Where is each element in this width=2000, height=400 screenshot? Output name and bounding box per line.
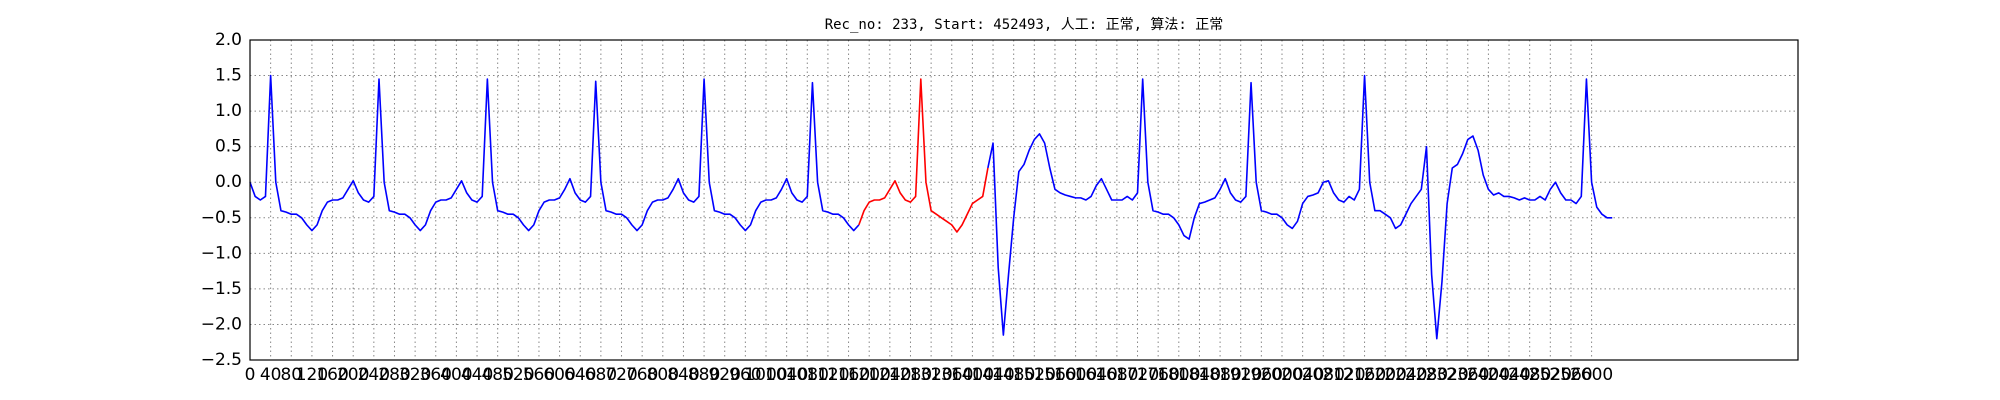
x-tick-label: 1920 bbox=[1219, 365, 1262, 385]
x-tick-label: 1240 bbox=[868, 365, 911, 385]
x-tick-label: 1320 bbox=[909, 365, 952, 385]
x-tick-label: 1640 bbox=[1075, 365, 1118, 385]
x-tick-label: 2360 bbox=[1446, 365, 1489, 385]
x-tick-label: 1960 bbox=[1240, 365, 1283, 385]
x-tick-label: 320 bbox=[399, 365, 431, 385]
x-tick-label: 240 bbox=[358, 365, 390, 385]
x-tick-label: 2280 bbox=[1405, 365, 1448, 385]
x-tick-label: 560 bbox=[523, 365, 555, 385]
x-tick-label: 1840 bbox=[1178, 365, 1221, 385]
x-tick-label: 280 bbox=[378, 365, 410, 385]
x-tick-label: 1880 bbox=[1198, 365, 1241, 385]
x-tick-label: 480 bbox=[481, 365, 513, 385]
series-line bbox=[249, 74, 1613, 340]
x-tick-label: 760 bbox=[626, 365, 658, 385]
x-tick-label: 1400 bbox=[951, 365, 994, 385]
x-tick-label: 2200 bbox=[1364, 365, 1407, 385]
chart-title: Rec_no: 233, Start: 452493, 人工: 正常, 算法: … bbox=[825, 17, 1224, 33]
x-tick-label: 2400 bbox=[1467, 365, 1510, 385]
x-tick-label: 0 bbox=[245, 365, 256, 385]
x-tick-label: 2080 bbox=[1302, 365, 1345, 385]
y-tick-label: −2.0 bbox=[201, 314, 242, 334]
x-tick-label: 1680 bbox=[1095, 365, 1138, 385]
x-tick-label: 1040 bbox=[765, 365, 808, 385]
series-line bbox=[858, 78, 989, 233]
x-tick-label: 840 bbox=[667, 365, 699, 385]
x-tick-label: 720 bbox=[605, 365, 637, 385]
x-tick-label: 1000 bbox=[744, 365, 787, 385]
x-tick-label: 1120 bbox=[806, 365, 849, 385]
x-tick-label: 1200 bbox=[848, 365, 891, 385]
x-tick-label: 800 bbox=[647, 365, 679, 385]
x-tick-label: 2040 bbox=[1281, 365, 1324, 385]
x-tick-label: 40 bbox=[260, 365, 282, 385]
x-tick-label: 2120 bbox=[1322, 365, 1365, 385]
x-tick-label: 2000 bbox=[1260, 365, 1303, 385]
plot-frame bbox=[249, 39, 1799, 361]
x-tick-label: 400 bbox=[440, 365, 472, 385]
x-tick-label: 1520 bbox=[1013, 365, 1056, 385]
y-tick-label: −1.5 bbox=[201, 279, 242, 299]
x-tick-label: 160 bbox=[316, 365, 348, 385]
y-tick-label: 0.5 bbox=[215, 137, 242, 157]
x-tick-label: 1080 bbox=[786, 365, 829, 385]
y-tick-label: −2.5 bbox=[201, 350, 242, 370]
x-tick-label: 2440 bbox=[1487, 365, 1530, 385]
x-tick-label: 640 bbox=[564, 365, 596, 385]
y-tick-label: 0.0 bbox=[215, 172, 242, 192]
x-tick-label: 440 bbox=[461, 365, 493, 385]
x-tick-label: 1160 bbox=[827, 365, 870, 385]
x-tick-label: 1280 bbox=[889, 365, 932, 385]
x-tick-label: 680 bbox=[585, 365, 617, 385]
x-tick-label: 2480 bbox=[1508, 365, 1551, 385]
x-tick-label: 600 bbox=[543, 365, 575, 385]
x-tick-label: 2160 bbox=[1343, 365, 1386, 385]
x-tick-label: 2320 bbox=[1425, 365, 1468, 385]
x-tick-label: 960 bbox=[729, 365, 761, 385]
x-tick-label: 920 bbox=[708, 365, 740, 385]
y-tick-label: −0.5 bbox=[201, 208, 242, 228]
y-tick-label: 1.5 bbox=[215, 66, 242, 86]
x-tick-label: 1560 bbox=[1033, 365, 1076, 385]
x-tick-label: 2520 bbox=[1529, 365, 1572, 385]
x-tick-label: 880 bbox=[688, 365, 720, 385]
x-tick-label: 360 bbox=[420, 365, 452, 385]
x-tick-label: 1800 bbox=[1157, 365, 1200, 385]
x-tick-label: 2560 bbox=[1549, 365, 1592, 385]
x-tick-label: 1360 bbox=[930, 365, 973, 385]
y-tick-label: 2.0 bbox=[215, 30, 242, 50]
x-tick-label: 80 bbox=[280, 365, 302, 385]
x-tick-label: 1480 bbox=[992, 365, 1035, 385]
x-tick-label: 1720 bbox=[1116, 365, 1159, 385]
x-tick-label: 1760 bbox=[1137, 365, 1180, 385]
x-tick-label: 120 bbox=[296, 365, 328, 385]
x-tick-label: 200 bbox=[337, 365, 369, 385]
x-tick-label: 2240 bbox=[1384, 365, 1427, 385]
x-tick-label: 2600 bbox=[1570, 365, 1613, 385]
y-tick-label: −1.0 bbox=[201, 243, 242, 263]
x-tick-label: 1600 bbox=[1054, 365, 1097, 385]
y-tick-label: 1.0 bbox=[215, 101, 242, 121]
x-tick-label: 1440 bbox=[971, 365, 1014, 385]
x-tick-label: 520 bbox=[502, 365, 534, 385]
